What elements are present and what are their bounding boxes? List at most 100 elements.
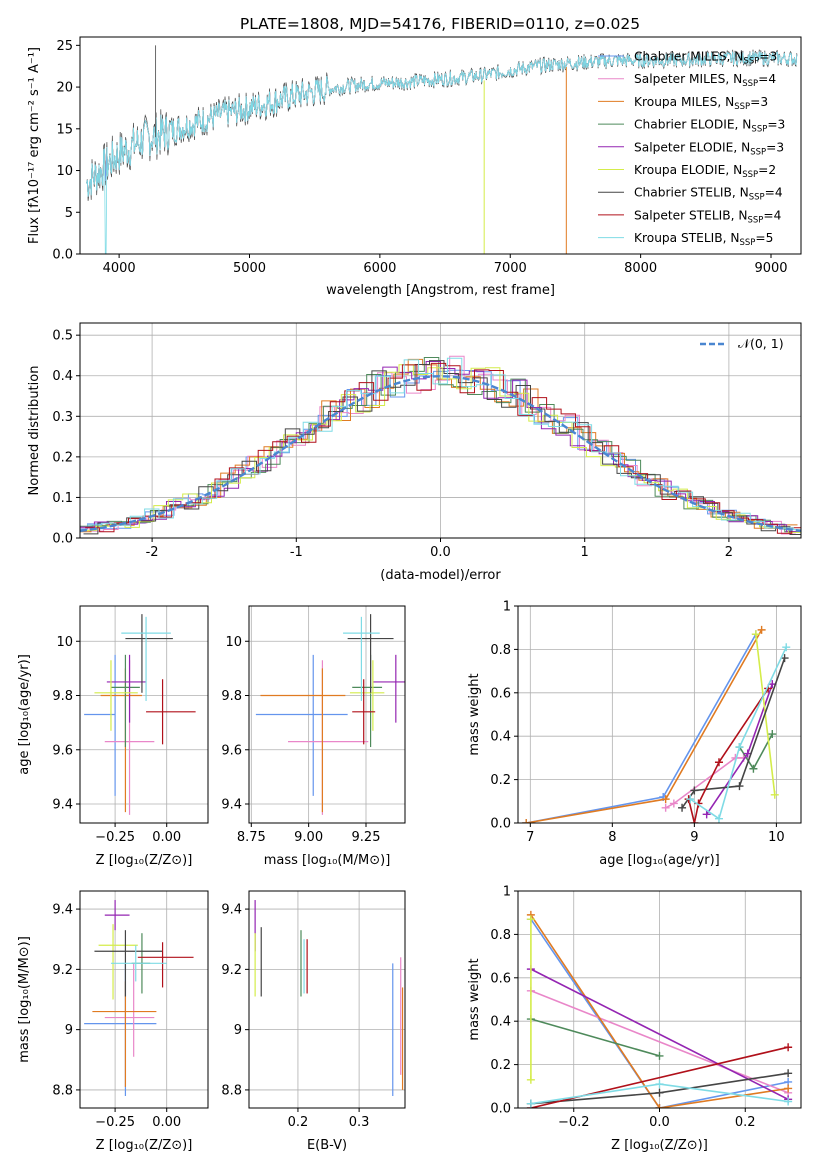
panel-age_vs_mass: 8.75 9.00 9.25 9.4 9.6 9.8 10 mass [log₁₀(M/M⊙)… [221, 605, 406, 868]
weight-marker [757, 625, 766, 634]
weight-marker [661, 795, 670, 804]
x-tick-label: 8.75 [237, 830, 266, 845]
histogram-step [86, 357, 801, 531]
y-tick-label: 10 [56, 164, 73, 179]
axes-frame [248, 890, 406, 1109]
y-tick-label: 10 [56, 635, 73, 650]
legend-entry: Chabrier ELODIE, NSSP=3 [634, 118, 785, 135]
axes-frame [517, 890, 802, 1109]
errorbar-chabrier-miles [84, 654, 116, 796]
errorbar-kroupa-miles [260, 668, 346, 813]
weight-line [689, 646, 787, 820]
axes-frame [79, 322, 802, 539]
errorbar-kroupa-elodie [349, 660, 385, 731]
errorbar-chabrier-miles [255, 654, 348, 796]
legend-subscript: SSP [747, 215, 763, 225]
errorbar-kroupa-stelib [343, 616, 380, 701]
weight-marker [690, 819, 699, 823]
legend-entry: 𝒩(0, 1) [738, 336, 784, 351]
weight-marker [690, 786, 699, 795]
x-axis-label: Z [log₁₀(Z/Z⊙)] [611, 1138, 708, 1153]
x-tick-label: −0.25 [95, 1115, 135, 1130]
weight-marker [526, 1099, 535, 1108]
errorbars [254, 900, 404, 1096]
errorbar-chabrier-stelib [125, 614, 173, 693]
x-tick-label: 6000 [363, 261, 396, 276]
figure-title: PLATE=1808, MJD=54176, FIBERID=0110, z=0… [240, 15, 640, 33]
normal-curve [80, 374, 801, 533]
y-tick-label: 9.6 [52, 743, 73, 758]
x-tick-label: -1 [290, 545, 303, 560]
weight-marker [678, 803, 687, 812]
x-tick-label: -2 [146, 545, 159, 560]
y-tick-label: 0.2 [52, 450, 73, 465]
y-tick-label: 25 [56, 39, 73, 54]
legend-value: =3 [750, 95, 768, 109]
errorbar-salpeter-stelib [146, 679, 196, 745]
x-tick-label: 0.0 [430, 545, 451, 560]
weight-marker [714, 758, 723, 767]
errorbar-kroupa-elodie [98, 924, 138, 1000]
weight-marker [784, 1069, 793, 1078]
y-tick-label: 0.3 [52, 410, 73, 425]
weight-marker [669, 799, 678, 808]
errorbar-salpeter-elodie [104, 900, 130, 931]
legend-subscript: SSP [740, 238, 756, 248]
y-tick-label: 0.0 [52, 248, 73, 263]
legend-value: =3 [766, 140, 784, 154]
y-axis-label: age [log₁₀(age/yr)] [17, 654, 32, 775]
errorbar-salpeter-stelib [352, 679, 376, 745]
x-axis-label: Z [log₁₀(Z/Z⊙)] [96, 853, 193, 868]
weight-marker [735, 782, 744, 791]
x-tick-label: 0.2 [288, 1115, 309, 1130]
legend-entry: Salpeter MILES, NSSP=4 [634, 72, 776, 89]
y-tick-label: 0.6 [490, 971, 511, 986]
errorbar-kroupa-stelib [121, 616, 171, 701]
x-axis-label: mass [log₁₀(M/M⊙)] [264, 853, 391, 868]
axes-frame [79, 605, 209, 824]
y-tick-label: 9.4 [52, 798, 73, 813]
legend-subscript: SSP [742, 79, 758, 89]
errorbar-salpeter-elodie [106, 654, 147, 723]
weight-marker [784, 1097, 793, 1106]
weight-marker [784, 1043, 793, 1052]
errorbars [84, 614, 196, 815]
weight-marker [526, 915, 535, 924]
y-tick-label: 0.4 [490, 730, 511, 745]
y-tick-label: 0.0 [490, 817, 511, 832]
x-tick-label: 9.00 [294, 830, 323, 845]
legend-subscript: SSP [749, 193, 765, 203]
y-tick-label: 0.4 [490, 1015, 511, 1030]
legend-value: =2 [758, 163, 776, 177]
errorbar-chabrier-elodie [352, 654, 383, 748]
errorbars [255, 614, 405, 815]
y-tick-label: 9.2 [52, 963, 73, 978]
y-tick-label: 0.8 [490, 928, 511, 943]
errorbar-kroupa-elodie [94, 660, 138, 731]
histogram-step [81, 364, 801, 533]
legend-value: =4 [763, 208, 781, 222]
legend-entry: Chabrier STELIB, NSSP=4 [634, 186, 783, 203]
weight-marker [749, 764, 758, 773]
errorbar-salpeter-stelib [137, 942, 194, 988]
legend-entry: Kroupa MILES, NSSP=3 [634, 95, 768, 112]
y-tick-label: 0.1 [52, 491, 73, 506]
weight-marker [522, 819, 531, 823]
y-tick-label: 20 [56, 81, 73, 96]
legend: Chabrier MILES, NSSP=3 Salpeter MILES, NS… [598, 50, 785, 248]
y-tick-label: 9.8 [52, 689, 73, 704]
errorbar-chabrier-elodie [110, 654, 140, 748]
y-tick-label: 0.4 [52, 369, 73, 384]
x-tick-label: 2 [725, 545, 733, 560]
x-tick-label: 9000 [754, 261, 787, 276]
legend-entry: Kroupa STELIB, NSSP=5 [634, 231, 773, 248]
weight-marker [768, 730, 777, 739]
x-tick-label: 10 [768, 830, 785, 845]
panel-residuals: -2 -1 0.0 1 2 0.0 0.1 0.2 0.3 0.4 0.5 (data-model)/… [27, 322, 802, 583]
y-tick-label: 0.0 [490, 1102, 511, 1117]
x-tick-label: 7000 [494, 261, 527, 276]
weight-marker [702, 810, 711, 819]
spectrum-line [86, 49, 798, 201]
weight-line [530, 990, 789, 1094]
y-tick-label: 0.2 [490, 773, 511, 788]
